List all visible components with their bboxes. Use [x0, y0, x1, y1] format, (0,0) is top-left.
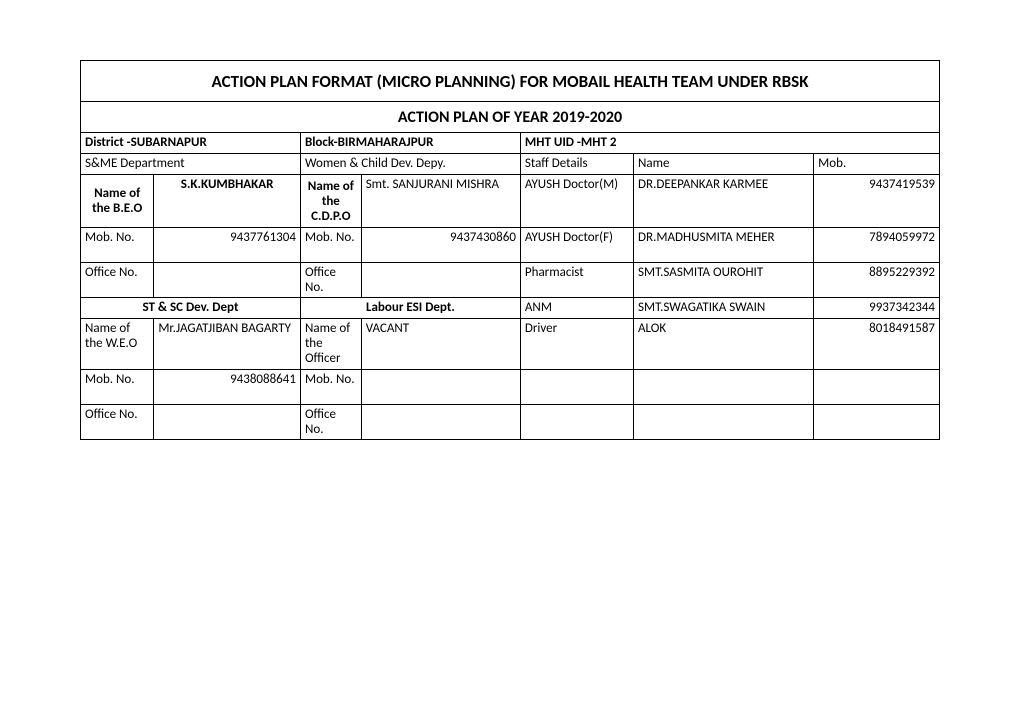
val-mob3: 9438088641	[154, 370, 301, 405]
hdr-block: Block-BIRMAHARAJPUR	[300, 133, 520, 154]
dept-stsc: ST & SC Dev. Dept	[81, 298, 301, 319]
lab-off1: Office No.	[81, 263, 154, 298]
val-mob4	[361, 370, 520, 405]
name-ayush-f: DR.MADHUSMITA MEHER	[634, 228, 814, 263]
val-off3	[154, 405, 301, 440]
staff-pharm: Pharmacist	[520, 263, 633, 298]
name-driver: ALOK	[634, 319, 814, 370]
val-off4	[361, 405, 520, 440]
title-year: ACTION PLAN OF YEAR 2019-2020	[81, 102, 940, 133]
name-anm: SMT.SWAGATIKA SWAIN	[634, 298, 814, 319]
val-cdpo: Smt. SANJURANI MISHRA	[361, 175, 520, 228]
val-weo: Mr.JAGATJIBAN BAGARTY	[154, 319, 301, 370]
lab-off3: Office No.	[81, 405, 154, 440]
hdr-mob: Mob.	[814, 154, 940, 175]
mob-ayush-m: 9437419539	[814, 175, 940, 228]
dept-wcd: Women & Child Dev. Depy.	[300, 154, 520, 175]
hdr-staff: Staff Details	[520, 154, 633, 175]
val-officer: VACANT	[361, 319, 520, 370]
hdr-district: District -SUBARNAPUR	[81, 133, 301, 154]
mob-empty1	[814, 370, 940, 405]
val-off1	[154, 263, 301, 298]
lab-beo: Name of the B.E.O	[81, 175, 154, 228]
hdr-mht: MHT UID -MHT 2	[520, 133, 939, 154]
mob-empty2	[814, 405, 940, 440]
mob-ayush-f: 7894059972	[814, 228, 940, 263]
lab-off4: Office No.	[300, 405, 361, 440]
dept-labour: Labour ESI Dept.	[300, 298, 520, 319]
val-off2	[361, 263, 520, 298]
mob-driver: 8018491587	[814, 319, 940, 370]
lab-mob1: Mob. No.	[81, 228, 154, 263]
name-ayush-m: DR.DEEPANKAR KARMEE	[634, 175, 814, 228]
name-empty2	[634, 405, 814, 440]
hdr-name: Name	[634, 154, 814, 175]
val-mob1: 9437761304	[154, 228, 301, 263]
staff-ayush-m: AYUSH Doctor(M)	[520, 175, 633, 228]
staff-empty1	[520, 370, 633, 405]
staff-ayush-f: AYUSH Doctor(F)	[520, 228, 633, 263]
lab-mob2: Mob. No.	[300, 228, 361, 263]
title-main: ACTION PLAN FORMAT (MICRO PLANNING) FOR …	[81, 61, 940, 102]
action-plan-table: ACTION PLAN FORMAT (MICRO PLANNING) FOR …	[80, 60, 940, 440]
val-beo: S.K.KUMBHAKAR	[154, 175, 301, 228]
mob-anm: 9937342344	[814, 298, 940, 319]
staff-anm: ANM	[520, 298, 633, 319]
lab-weo: Name of the W.E.O	[81, 319, 154, 370]
lab-officer: Name of the Officer	[300, 319, 361, 370]
val-mob2: 9437430860	[361, 228, 520, 263]
staff-empty2	[520, 405, 633, 440]
dept-sme: S&ME Department	[81, 154, 301, 175]
lab-cdpo: Name of the C.D.P.O	[300, 175, 361, 228]
name-empty1	[634, 370, 814, 405]
lab-mob4: Mob. No.	[300, 370, 361, 405]
name-pharm: SMT.SASMITA OUROHIT	[634, 263, 814, 298]
lab-mob3: Mob. No.	[81, 370, 154, 405]
staff-driver: Driver	[520, 319, 633, 370]
lab-off2: Office No.	[300, 263, 361, 298]
mob-pharm: 8895229392	[814, 263, 940, 298]
